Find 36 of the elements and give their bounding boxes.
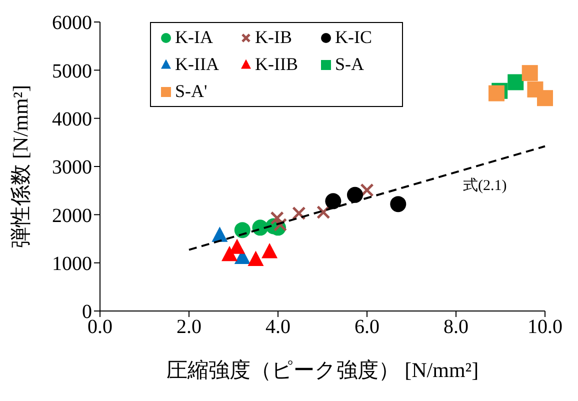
legend-label: K-IIB — [255, 54, 298, 75]
point — [488, 85, 504, 102]
x-tick-label: 8.0 — [444, 316, 468, 338]
y-axis-title: 弾性係数 [N/mm²] — [8, 84, 32, 248]
point — [234, 222, 250, 238]
x-axis-title: 圧縮強度（ピーク強度） [N/mm²] — [166, 358, 479, 382]
y-tick-label: 1000 — [52, 252, 92, 275]
x-tick-label: 10.0 — [528, 316, 562, 338]
point — [360, 183, 374, 197]
point — [325, 193, 342, 210]
point — [346, 186, 363, 203]
point — [248, 250, 264, 266]
y-tick-label: 5000 — [52, 60, 92, 82]
legend-label: S-A' — [175, 81, 208, 102]
x-tick-label: 4.0 — [266, 316, 290, 338]
point — [537, 90, 553, 106]
legend-label: K-IC — [335, 27, 372, 48]
point — [229, 238, 246, 254]
point — [221, 246, 238, 262]
point — [212, 226, 228, 242]
point — [390, 196, 406, 212]
point — [316, 205, 330, 220]
legend-label: K-IIA — [175, 54, 219, 75]
y-tick-label: 4000 — [52, 108, 92, 130]
legend-label: K-IA — [175, 27, 213, 48]
annotation: 式(2.1) — [463, 176, 507, 195]
x-tick-label: 2.0 — [176, 316, 202, 338]
y-tick-label: 2000 — [52, 204, 92, 227]
y-tick-label: 3000 — [52, 156, 92, 179]
legend-label: K-IB — [255, 27, 292, 48]
point — [262, 243, 278, 258]
y-tick-label: 6000 — [52, 12, 92, 34]
point — [522, 65, 538, 82]
point — [508, 74, 524, 90]
x-tick-label: 6.0 — [354, 316, 380, 338]
legend-label: S-A — [335, 54, 364, 75]
